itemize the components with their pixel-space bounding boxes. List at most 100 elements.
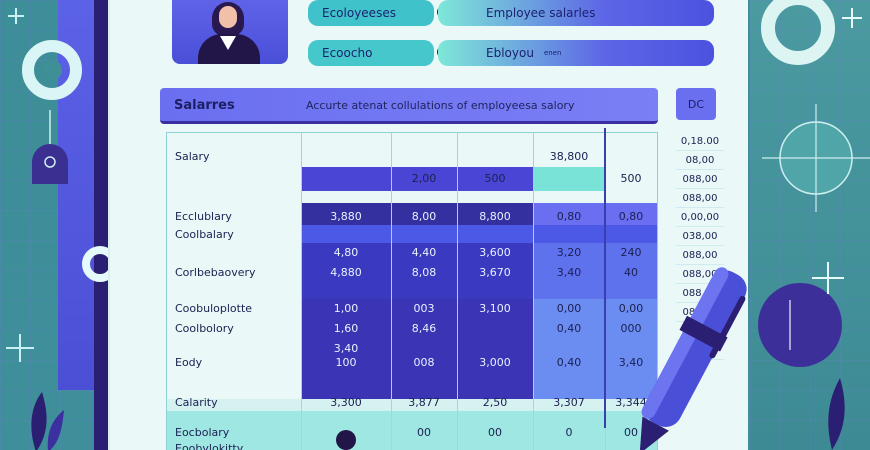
table-cell: [310, 373, 382, 393]
table-cell: 3,100: [479, 302, 511, 315]
table-cell: [459, 225, 531, 245]
column-line: [533, 133, 534, 450]
table-cell: 38,800: [549, 150, 589, 163]
table-header-bar: Salarres Accurte atenat collulations of …: [160, 88, 658, 124]
band: [167, 411, 657, 450]
table-cell: [310, 169, 382, 189]
table-cell: 3,000: [479, 356, 511, 369]
field-ecoocho-label: Ecoocho: [322, 46, 373, 60]
table-cell: 0,40: [556, 356, 582, 369]
field-ebloyou-label: Ebloyou: [486, 46, 534, 60]
right-column-value: 088,00: [676, 246, 724, 265]
field-employee-salaries[interactable]: Employee salarles: [438, 0, 714, 26]
row-label: Ecclublary: [175, 210, 232, 223]
table-cell: 3,344: [615, 396, 647, 409]
band: [301, 299, 533, 399]
table-cell: 40: [624, 266, 638, 279]
table-cell: 2,00: [411, 172, 437, 185]
table-row: Eoobylokitty: [167, 439, 657, 450]
right-column-value: 08,00: [676, 151, 724, 170]
table-cell: 3,300: [330, 396, 362, 409]
field-employees[interactable]: Ecoloyees es: [308, 0, 434, 26]
page-subtitle: Accurte atenat collulations of employees…: [306, 99, 575, 112]
table-row: Coobuloplotte 1,00 003 3,100 0,00 0,00: [167, 299, 657, 319]
row-label: [175, 373, 301, 393]
column-line: [301, 133, 302, 450]
pin-icon: [32, 110, 68, 184]
row-label: Coolbalary: [175, 228, 234, 241]
column-line: [457, 133, 458, 450]
band: [301, 203, 533, 227]
figure-icon: [336, 430, 356, 450]
table-cell: [388, 225, 460, 245]
table-cell: 1,60: [333, 322, 359, 335]
table-cell: 3,880: [330, 210, 362, 223]
right-column-value: 0,18.00: [676, 132, 724, 151]
table-cell: 003: [413, 302, 435, 315]
leaf-icon: [31, 392, 64, 450]
row-label: Eody: [175, 356, 203, 369]
table-cell: 4,880: [330, 266, 362, 279]
pen-icon: [639, 267, 747, 450]
column-marker: [604, 128, 606, 428]
table-cell: [388, 439, 460, 450]
field-ebloyou[interactable]: Ebloyou enen: [438, 40, 714, 66]
table-cell: 00: [417, 426, 431, 439]
table-row: [167, 373, 657, 393]
band: [301, 167, 533, 191]
band: [533, 243, 657, 303]
plus-icon: [8, 8, 24, 24]
table-cell: 3,20: [556, 246, 582, 259]
field-ecoocho[interactable]: Ecoocho: [308, 40, 434, 66]
table-cell: [459, 147, 531, 167]
table-row: 3,40: [167, 339, 657, 359]
salary-table: Salary 38,800 2,00 500 500 Ecclublary 3,880 8,0…: [166, 132, 658, 450]
row-label: Eoobylokitty: [175, 442, 244, 450]
row-label: Calarity: [175, 396, 218, 409]
ring-icon: [22, 40, 82, 100]
table-row: Salary 38,800: [167, 147, 657, 167]
bubble-icon: [758, 283, 842, 367]
row-label: Coobuloplotte: [175, 302, 253, 315]
target-icon: [762, 104, 870, 212]
table-cell: 3,40: [556, 266, 582, 279]
table-cell: 4,80: [333, 246, 359, 259]
table-cell: 000: [620, 322, 642, 335]
table-cell: 500: [620, 172, 642, 185]
table-cell: 500: [484, 172, 506, 185]
row-label: Corlbebaovery: [175, 266, 256, 279]
table-row: Eocbolary 00 00 0 00: [167, 423, 657, 443]
right-column-value: 038,00: [676, 227, 724, 246]
plus-icon-2: [6, 334, 34, 362]
table-cell: [459, 373, 531, 393]
table-cell: [459, 319, 531, 339]
field-employees-label: Ecoloyees: [322, 6, 383, 20]
plus-icon-4: [812, 262, 844, 294]
right-column-value: 088,00: [676, 170, 724, 189]
table-cell: 0,00: [618, 302, 644, 315]
table-row: Calarity 3,300 3,877 2,50 3,307 3,344: [167, 393, 657, 413]
table-cell: 0: [565, 426, 573, 439]
table-cell: 8,46: [411, 322, 437, 335]
table-cell: 8,00: [411, 210, 437, 223]
right-column-value: 088,00: [676, 189, 724, 208]
table-cell: 3,600: [479, 246, 511, 259]
table-cell: 0,40: [556, 322, 582, 335]
row-label: Eocbolary: [175, 426, 230, 439]
plus-icon-3: [842, 8, 862, 28]
leaf-right-icon: [828, 378, 845, 450]
table-cell: 0,80: [618, 210, 644, 223]
side-bar: [94, 0, 108, 450]
table-cell: 008: [413, 356, 435, 369]
field-employee-salaries-label: Employee salarles: [486, 6, 596, 20]
table-cell: 8,08: [411, 266, 437, 279]
table-cell: [388, 373, 460, 393]
ring-right-icon: [761, 0, 835, 65]
page-title: Salarres: [174, 98, 235, 113]
table-cell: 3,877: [408, 396, 440, 409]
table-row: Coolbalary: [167, 225, 657, 245]
table-cell: 0,00: [556, 302, 582, 315]
avatar: [172, 0, 288, 64]
table-cell: 240: [620, 246, 642, 259]
table-row: Ecclublary 3,880 8,00 8,800 0,80 0,80: [167, 207, 657, 227]
